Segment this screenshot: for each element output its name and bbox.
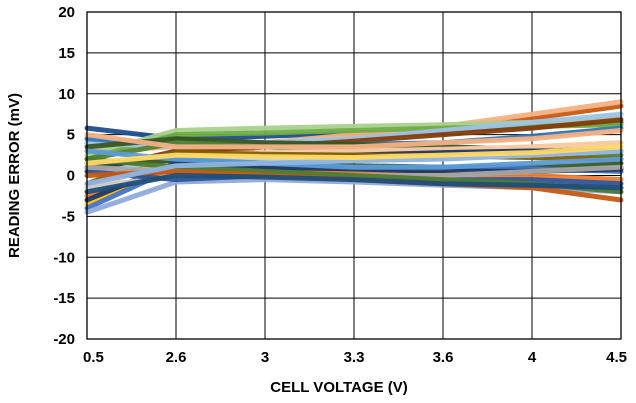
x-tick-label: 2.6: [166, 349, 187, 366]
x-tick-label: 3: [261, 349, 269, 366]
x-tick-label: 4.5: [606, 349, 627, 366]
x-tick-label: 4: [528, 349, 537, 366]
y-tick-label: 10: [58, 86, 75, 103]
x-tick-label: 3.3: [344, 349, 365, 366]
plot-area-frame: [86, 11, 622, 340]
series-line-28: [84, 128, 624, 150]
y-tick-label: 5: [67, 127, 75, 144]
x-axis-tick-labels: 0.5 2.6 3 3.3 3.6 4 4.5: [83, 349, 627, 366]
x-axis-title: CELL VOLTAGE (V): [270, 379, 408, 396]
x-tick-label: 0.5: [83, 349, 104, 366]
y-tick-label: -5: [62, 208, 75, 225]
y-tick-label: 20: [58, 4, 75, 21]
y-tick-label: 15: [58, 45, 75, 62]
y-axis-title: READING ERROR (mV): [6, 93, 23, 258]
y-tick-label: -20: [53, 331, 75, 348]
y-axis-tick-labels: 20 15 10 5 0 -5 -10 -15 -20: [53, 4, 75, 348]
y-tick-label: -10: [53, 249, 75, 266]
y-tick-label: 0: [67, 168, 75, 185]
x-tick-label: 3.6: [433, 349, 454, 366]
series-line-29: [84, 173, 624, 195]
series-lines: [84, 99, 624, 215]
y-tick-label: -15: [53, 290, 75, 307]
series-line-26: [84, 148, 624, 170]
series-line-30: [84, 144, 624, 166]
